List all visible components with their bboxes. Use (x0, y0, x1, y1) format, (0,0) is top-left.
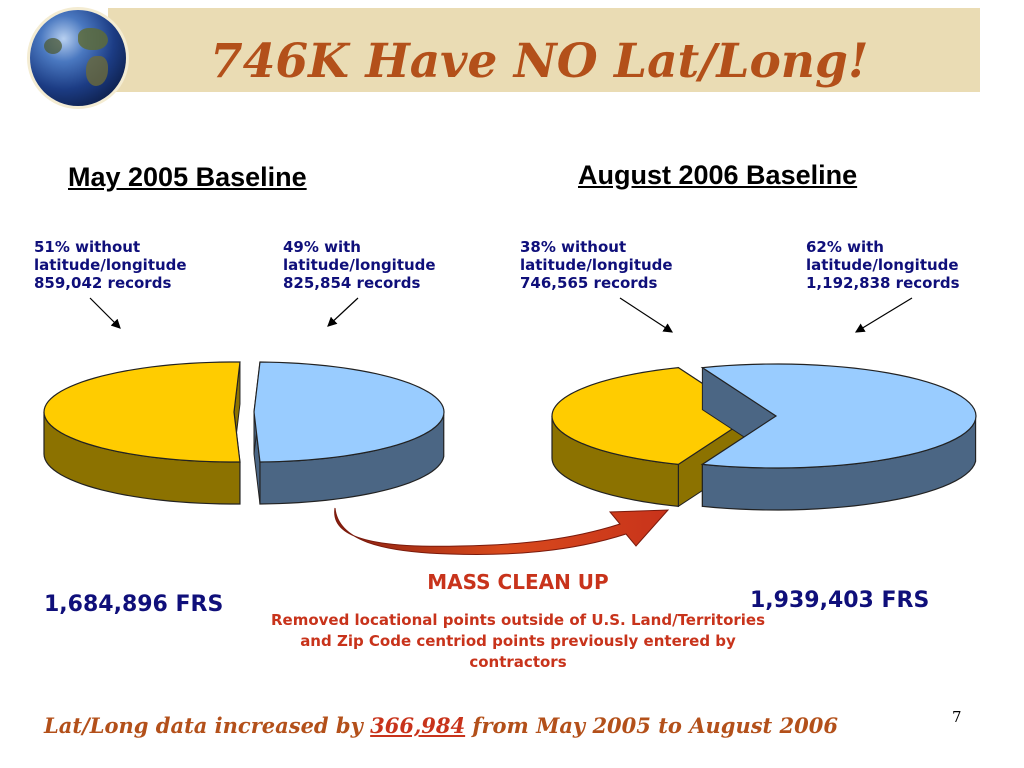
pie-slice-with (253, 361, 445, 505)
slice-label-line: 38% without (520, 238, 627, 256)
total-frs-may-2005: 1,684,896 FRS (44, 592, 224, 617)
pie-slice-top (700, 363, 977, 469)
slice-label-line: 51% without (34, 238, 141, 256)
slice-label-may-without: 51% without latitude/longitude 859,042 r… (34, 238, 187, 292)
summary-line: Lat/Long data increased by 366,984 from … (44, 713, 838, 738)
slice-label-line: 1,192,838 records (806, 274, 960, 292)
leader-line (327, 297, 359, 327)
slice-label-may-with: 49% with latitude/longitude 825,854 reco… (283, 238, 436, 292)
cleanup-description: Removed locational points outside of U.S… (270, 611, 766, 671)
summary-suffix: from May 2005 to August 2006 (465, 713, 839, 738)
page-number: 7 (952, 708, 962, 726)
leader-lines (89, 297, 913, 333)
pie-slice-with (700, 363, 977, 511)
slice-label-line: latitude/longitude (806, 256, 959, 274)
slice-label-line: latitude/longitude (520, 256, 673, 274)
slice-label-aug-without: 38% without latitude/longitude 746,565 r… (520, 238, 673, 292)
cleanup-title: MASS CLEAN UP (427, 570, 609, 594)
slice-label-line: 62% with (806, 238, 884, 256)
curved-arrow-icon (334, 507, 670, 555)
summary-prefix: Lat/Long data increased by (44, 713, 371, 738)
slice-label-line: latitude/longitude (283, 256, 436, 274)
chart-title-may-2005: May 2005 Baseline (68, 162, 307, 192)
pie-slice-top (43, 361, 241, 463)
leader-line (89, 297, 121, 329)
slice-label-line: 859,042 records (34, 274, 172, 292)
leader-line (854, 297, 913, 333)
slice-label-line: 746,565 records (520, 274, 658, 292)
slide-title: 746K Have NO Lat/Long! (210, 34, 869, 89)
chart-title-august-2006: August 2006 Baseline (578, 160, 858, 190)
total-frs-august-2006: 1,939,403 FRS (750, 588, 930, 613)
summary-value: 366,984 (370, 713, 466, 738)
slice-label-line: 49% with (283, 238, 361, 256)
pie-slice-without (43, 361, 241, 505)
slice-label-line: latitude/longitude (34, 256, 187, 274)
globe-icon (30, 10, 126, 106)
title-banner (108, 8, 980, 92)
slice-label-line: 825,854 records (283, 274, 421, 292)
pie-slice-top (253, 361, 445, 463)
slice-label-aug-with: 62% with latitude/longitude 1,192,838 re… (806, 238, 960, 292)
leader-line (619, 297, 674, 333)
